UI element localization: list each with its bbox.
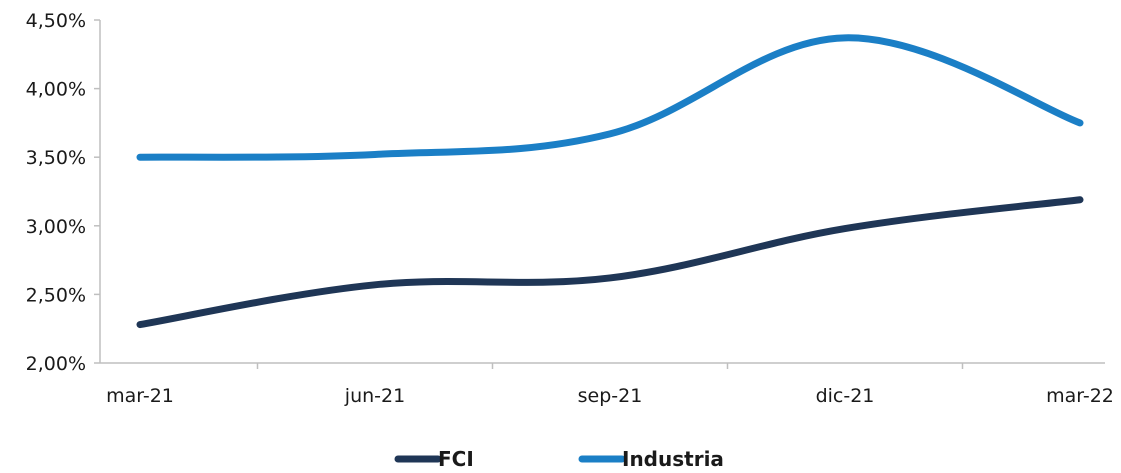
y-axis: 2,00% 2,50% 3,00% 3,50% 4,00% 4,50%: [26, 10, 101, 375]
x-tick-label: mar-22: [1046, 385, 1114, 407]
y-tick-label: 2,50%: [26, 284, 86, 306]
series-line-fci: [136, 196, 1084, 329]
series-lines: [136, 34, 1084, 329]
y-tick-label: 4,50%: [26, 10, 86, 32]
legend-label-industria: Industria: [622, 447, 724, 471]
y-tick-label: 3,50%: [26, 147, 86, 169]
x-tick-label: sep-21: [578, 385, 643, 407]
x-tick-label: jun-21: [344, 385, 405, 407]
y-tick-label: 2,00%: [26, 353, 86, 375]
x-tick-label: mar-21: [106, 385, 174, 407]
x-axis: mar-21 jun-21 sep-21 dic-21 mar-22: [100, 362, 1114, 407]
legend: FCI Industria: [394, 447, 724, 471]
x-tick-label: dic-21: [816, 385, 875, 407]
series-line-industria: [136, 34, 1084, 161]
y-tick-label: 3,00%: [26, 216, 86, 238]
y-tick-label: 4,00%: [26, 79, 86, 101]
legend-label-fci: FCI: [438, 447, 474, 471]
